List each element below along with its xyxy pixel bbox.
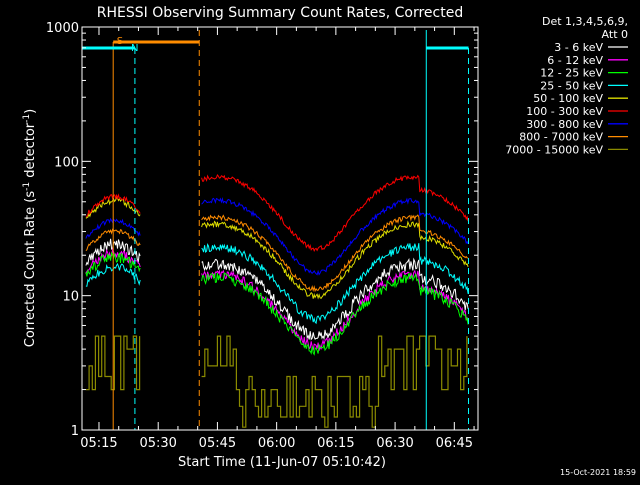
series-trace: [201, 220, 469, 300]
series-trace: [201, 335, 468, 428]
y-label-sup1: -1: [22, 182, 32, 191]
series-trace: [201, 174, 469, 253]
y-tick-label: 100: [54, 155, 79, 170]
x-tick-label: 05:45: [199, 436, 236, 451]
legend-entry: 3 - 6 keV: [554, 41, 603, 54]
x-tick-label: 06:15: [317, 436, 354, 451]
series-trace: [201, 214, 469, 293]
series-trace: [201, 257, 469, 341]
series-trace: [201, 197, 469, 276]
x-tick-label: 05:30: [139, 436, 176, 451]
legend-entry: 25 - 50 keV: [540, 79, 603, 92]
x-axis-label: Start Time (11-Jun-07 05:10:42): [178, 455, 386, 470]
legend-entry: 7000 - 15000 keV: [505, 143, 603, 156]
legend-entry: 6 - 12 keV: [547, 54, 603, 67]
overlay-layer: SN: [82, 30, 470, 430]
legend-header-1: Det 1,3,4,5,6,9,: [542, 15, 628, 28]
y-tick-label: 10: [62, 290, 79, 305]
legend-entry: 50 - 100 keV: [533, 92, 603, 105]
y-tick-label: 1000: [46, 21, 79, 36]
chart-title: RHESSI Observing Summary Count Rates, Co…: [97, 5, 463, 21]
y-label-sup2: -1: [22, 114, 32, 123]
y-tick-label: 1: [71, 424, 79, 439]
y-label-part2: detector: [23, 122, 38, 182]
y-axis-label: Corrected Count Rate (s-1 detector-1): [22, 109, 38, 347]
footer-date: 15-Oct-2021 18:59: [560, 468, 636, 477]
legend-entry: 300 - 800 keV: [526, 118, 603, 131]
x-tick-label: 06:00: [258, 436, 295, 451]
legend-entry: 100 - 300 keV: [526, 105, 603, 118]
x-tick-label: 06:45: [436, 436, 473, 451]
saa-label: S: [117, 36, 123, 47]
plot-frame: [81, 26, 479, 431]
y-label-part3: ): [23, 109, 38, 114]
y-label-part1: Corrected Count Rate (s: [23, 191, 38, 348]
legend-header-2: Att 0: [602, 28, 628, 41]
series-trace: [201, 272, 469, 356]
legend-entry: 12 - 25 keV: [540, 67, 603, 80]
axis-layer: 05:15 05:30 05:45 06:00 06:15 06:30 06:45 1 10 10…: [46, 21, 478, 451]
x-tick-label: 06:30: [376, 436, 413, 451]
night-label: N: [131, 43, 138, 54]
legend-entry: 800 - 7000 keV: [519, 131, 603, 144]
series-trace: [201, 242, 469, 325]
series-layer: [85, 174, 469, 428]
x-tick-label: 05:15: [80, 436, 117, 451]
